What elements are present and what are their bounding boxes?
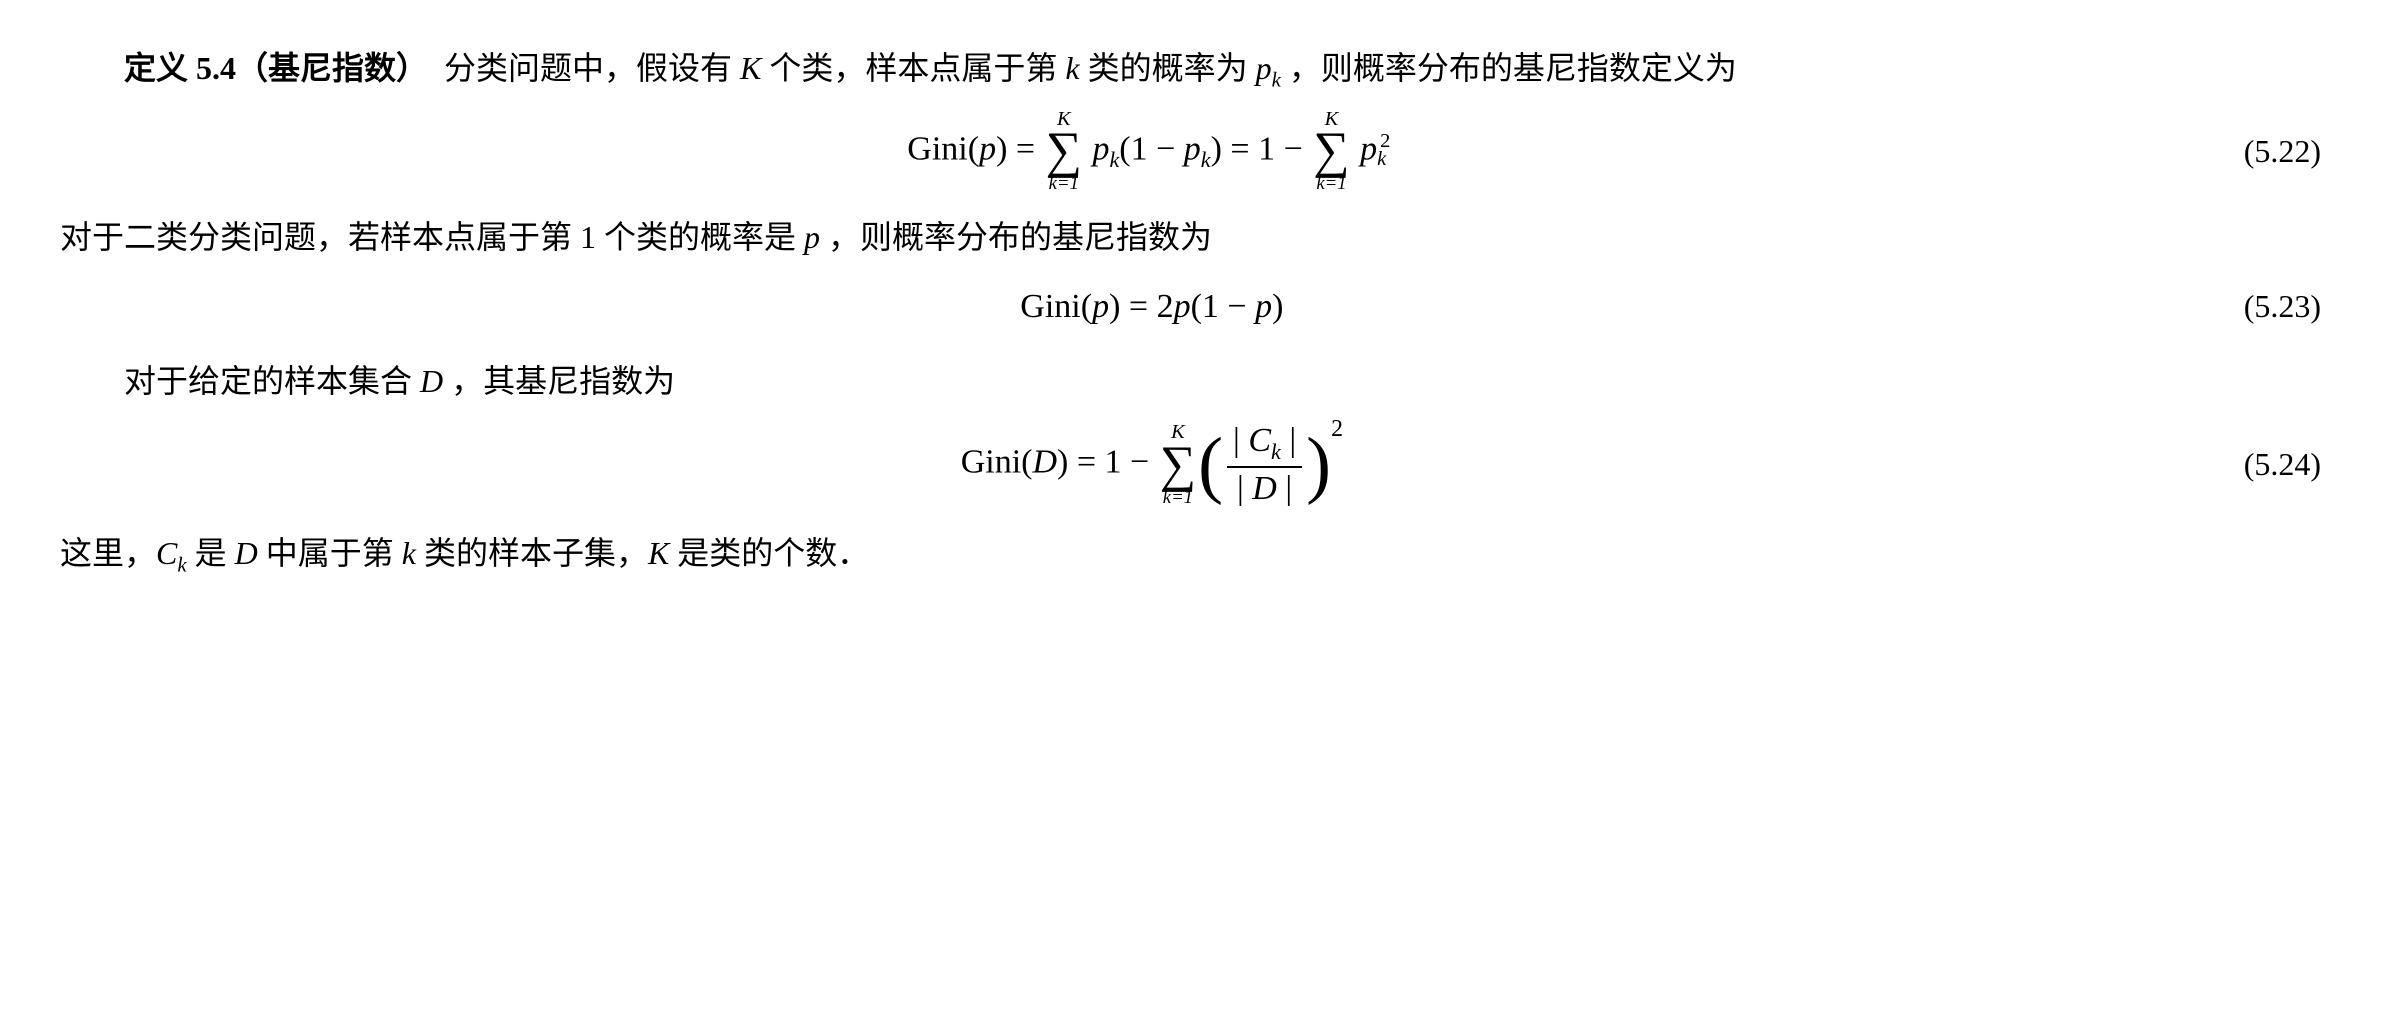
eq1-pk1-k: k (1109, 147, 1119, 172)
eq3-lparen: ( (1198, 435, 1223, 495)
para3-text2: ，其基尼指数为 (443, 363, 675, 399)
eq1-gini: Gini (907, 130, 967, 167)
para3-D: D (420, 363, 443, 399)
eq1-pk3-sq: 2 (1380, 130, 1390, 152)
eq1-eq2: = 1 − (1222, 130, 1311, 167)
equation-5-24: Gini(D) = 1 − K∑k=1(| Ck || D |)2 (5.24) (60, 420, 2341, 509)
para4-text1: 这里， (60, 535, 156, 571)
para2-p: p (804, 219, 820, 255)
equation-5-22: Gini(p) = K∑k=1 pk(1 − pk) = 1 − K∑k=1 p… (60, 109, 2341, 194)
eq3-frac: | Ck || D | (1227, 420, 1302, 509)
para4-Ck-C: C (156, 535, 177, 571)
var-pk-sub: k (1272, 68, 1281, 91)
para1-text2: 个类，样本点属于第 (761, 50, 1065, 86)
para1-text3: 类的概率为 (1080, 50, 1256, 86)
equation-5-23-number: (5.23) (2244, 278, 2341, 336)
para4-Ck-k: k (177, 553, 186, 576)
para1-text1: 分类问题中，假设有 (444, 50, 740, 86)
equation-5-23: Gini(p) = 2p(1 − p) (5.23) (60, 276, 2341, 337)
var-pk-p: p (1256, 50, 1272, 86)
eq1-rparen: ) (1211, 130, 1222, 167)
equation-5-23-body: Gini(p) = 2p(1 − p) (60, 276, 2244, 337)
var-K: K (740, 50, 761, 86)
eq1-lparen: (1 − (1119, 130, 1184, 167)
eq1-sum1: K∑k=1 (1046, 109, 1082, 194)
para4-text4: 类的样本子集， (416, 535, 648, 571)
eq2-body: = 2 (1120, 288, 1173, 325)
eq2-p: p (1092, 288, 1109, 325)
paragraph-2: 对于二类分类问题，若样本点属于第 1 个类的概率是 p ，则概率分布的基尼指数为 (60, 209, 2341, 267)
eq1-pk2-k: k (1201, 147, 1211, 172)
para2-text2: ，则概率分布的基尼指数为 (820, 219, 1212, 255)
para4-text2: 是 (187, 535, 235, 571)
eq3-D: D (1032, 444, 1057, 481)
eq2-gini: Gini (1020, 288, 1080, 325)
eq1-pk1-p: p (1092, 130, 1109, 167)
eq3-eq: = 1 − (1068, 444, 1157, 481)
definition-paren: （基尼指数） (236, 50, 428, 86)
eq1-pk2-p: p (1184, 130, 1201, 167)
para2-text1: 对于二类分类问题，若样本点属于第 1 个类的概率是 (60, 219, 804, 255)
definition-label: 定义 5.4 (124, 50, 236, 86)
para4-K: K (648, 535, 669, 571)
eq1-eq: = (1007, 130, 1043, 167)
eq2-p2: p (1174, 288, 1191, 325)
eq3-sq: 2 (1331, 416, 1343, 442)
para3-text1: 对于给定的样本集合 (124, 363, 420, 399)
equation-5-22-number: (5.22) (2244, 123, 2341, 181)
eq3-gini: Gini (961, 444, 1021, 481)
eq1-sum2: K∑k=1 (1313, 109, 1349, 194)
eq1-p: p (979, 130, 996, 167)
definition-paragraph-1: 定义 5.4（基尼指数） 分类问题中，假设有 K 个类，样本点属于第 k 类的概… (60, 40, 2341, 99)
equation-5-24-number: (5.24) (2244, 436, 2341, 494)
var-k: k (1065, 50, 1079, 86)
eq1-pk3-p: p (1360, 130, 1377, 167)
eq2-end: ) (1272, 288, 1283, 325)
equation-5-22-body: Gini(p) = K∑k=1 pk(1 − pk) = 1 − K∑k=1 p… (60, 109, 2244, 194)
eq3-rparen: ) (1306, 435, 1331, 495)
eq3-sum: K∑k=1 (1160, 422, 1196, 507)
eq2-p3: p (1255, 288, 1272, 325)
eq2-rest: (1 − (1191, 288, 1256, 325)
para4-k: k (402, 535, 416, 571)
para1-text4: ，则概率分布的基尼指数定义为 (1281, 50, 1737, 86)
paragraph-3: 对于给定的样本集合 D ，其基尼指数为 (60, 353, 2341, 411)
para4-text5: 是类的个数． (669, 535, 869, 571)
para4-D: D (235, 535, 258, 571)
equation-5-24-body: Gini(D) = 1 − K∑k=1(| Ck || D |)2 (60, 420, 2244, 509)
para4-text3: 中属于第 (258, 535, 402, 571)
paragraph-4: 这里，Ck 是 D 中属于第 k 类的样本子集，K 是类的个数． (60, 525, 2341, 584)
